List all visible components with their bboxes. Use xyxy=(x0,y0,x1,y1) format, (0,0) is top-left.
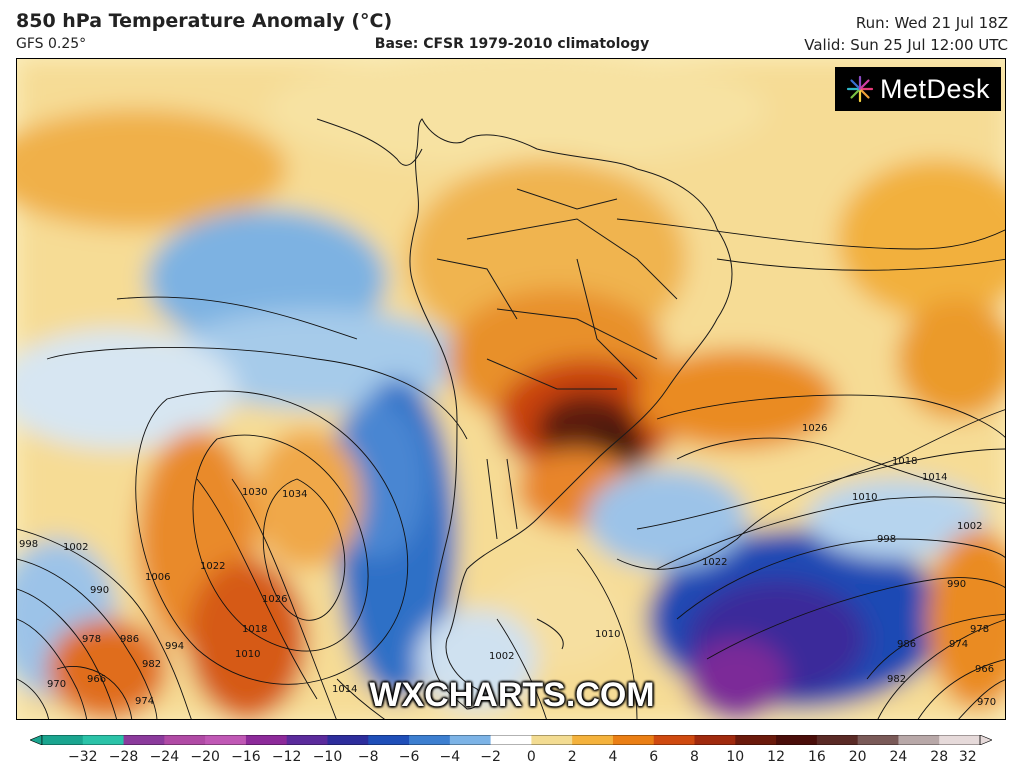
isobar-lines xyxy=(17,218,1005,719)
colorbar-tick-label: 32 xyxy=(958,749,977,765)
isobar-label: 1030 xyxy=(242,487,268,498)
isobar-label: 974 xyxy=(135,696,155,707)
colorbar-tick-label: −16 xyxy=(231,749,261,765)
isobar-label: 970 xyxy=(47,679,67,690)
colorbar-outline xyxy=(41,735,981,745)
colorbar-tick-label: −12 xyxy=(271,749,302,765)
colorbar-tick-label: −10 xyxy=(312,749,343,765)
isobar-label: 990 xyxy=(90,585,110,596)
isobar-label: 998 xyxy=(877,534,897,545)
colorbar-tick-label: 20 xyxy=(848,749,867,765)
colorbar-tick-label: 16 xyxy=(807,749,826,765)
watermark: WXCHARTS.COM xyxy=(369,676,655,714)
colorbar-segment xyxy=(816,735,859,745)
colorbar-segment xyxy=(531,735,573,745)
isobar-label: 1018 xyxy=(242,624,268,635)
isobar-label: 982 xyxy=(887,674,907,685)
isobar-label: 1010 xyxy=(235,649,261,660)
map-title: 850 hPa Temperature Anomaly (°C) xyxy=(16,10,393,32)
isobar-label: 1026 xyxy=(262,594,288,605)
isobar-label: 1014 xyxy=(922,472,948,483)
colorbar-segment xyxy=(612,735,655,745)
isobar-label: 986 xyxy=(120,634,140,645)
isobar-label: 1002 xyxy=(957,521,983,532)
colorbar-segment xyxy=(449,735,492,745)
colorbar-tick-label: 0 xyxy=(526,749,536,765)
colorbar-tick-label: 4 xyxy=(608,749,618,765)
isobar-label: 1014 xyxy=(332,684,358,695)
isobar-label: 1002 xyxy=(489,651,515,662)
isobar-label: 986 xyxy=(897,639,917,650)
isobar-label: 1026 xyxy=(802,423,828,434)
colorbar-segment xyxy=(409,735,451,745)
colorbar-tick-label: −2 xyxy=(480,749,501,765)
colorbar-segment xyxy=(123,735,165,745)
colorbar-segment xyxy=(776,735,818,745)
base-climatology-label: Base: CFSR 1979-2010 climatology xyxy=(374,36,650,52)
colorbar-tick-label: −8 xyxy=(357,749,379,765)
colorbar-tick-label: −24 xyxy=(149,749,180,765)
anomaly-field xyxy=(17,59,1005,719)
isobar-label: 1034 xyxy=(282,489,308,500)
isobar-label: 994 xyxy=(165,641,185,652)
colorbar-segment xyxy=(898,735,940,745)
isobar-label: 970 xyxy=(977,697,997,708)
isobar-label: 998 xyxy=(19,539,39,550)
logo-text: MetDesk xyxy=(879,73,991,104)
colorbar-segment xyxy=(939,735,981,745)
colorbar-tick-label: −6 xyxy=(398,749,420,765)
colorbar-segment xyxy=(164,735,206,745)
colorbar-segment xyxy=(82,735,125,745)
isobar-label: 978 xyxy=(82,634,102,645)
colorbar-tick-label: −20 xyxy=(190,749,220,765)
colorbar-segment xyxy=(286,735,328,745)
colorbar-tick-label: −28 xyxy=(108,749,139,765)
isobar-label: 990 xyxy=(947,579,967,590)
colorbar-tick-label: 24 xyxy=(889,749,908,765)
colorbar-segment xyxy=(327,735,369,745)
isobar-label: 1022 xyxy=(702,557,728,568)
colorbar-tick-label: 2 xyxy=(567,749,577,765)
isobar-label: 1002 xyxy=(63,542,89,553)
starburst-logo-icon xyxy=(846,75,874,103)
run-time-label: Run: Wed 21 Jul 18Z xyxy=(855,14,1008,32)
colorbar-max-arrow xyxy=(979,735,992,745)
map-canvas xyxy=(17,59,1005,719)
temperature-anomaly-map: 1026 1018 1014 1010 1002 998 990 978 966… xyxy=(16,58,1006,720)
colorbar xyxy=(30,735,992,745)
isobar-label: 1010 xyxy=(595,629,621,640)
colorbar-tick-label: −4 xyxy=(439,749,461,765)
isobar-label: 982 xyxy=(142,659,162,670)
colorbar-tick-label: 8 xyxy=(690,749,699,765)
colorbar-segment xyxy=(694,735,736,745)
colorbar-ticks: −32 −28 −24 −20 −16 −12 −10 −8 −6 −4 −2 0 2 4 6 8 10 12 16… xyxy=(30,749,992,769)
colorbar-segment xyxy=(245,735,288,745)
valid-time-label: Valid: Sun 25 Jul 12:00 UTC xyxy=(804,36,1008,54)
colorbar-segment xyxy=(490,735,532,745)
isobar-label: 1018 xyxy=(892,456,918,467)
colorbar-segment xyxy=(42,735,84,745)
colorbar-tick-label: 28 xyxy=(930,749,949,765)
colorbar-segment xyxy=(205,735,247,745)
isobar-label: 1010 xyxy=(852,492,878,503)
colorbar-segment xyxy=(857,735,899,745)
colorbar-tick-label: −32 xyxy=(68,749,98,765)
colorbar-tick-label: 12 xyxy=(767,749,785,765)
metdesk-logo: MetDesk xyxy=(835,67,1001,111)
colorbar-segment xyxy=(653,735,696,745)
isobar-label: 1022 xyxy=(200,561,226,572)
coastlines xyxy=(316,118,733,710)
colorbar-min-arrow xyxy=(30,735,43,745)
isobar-label: 966 xyxy=(87,674,107,685)
colorbar-tick-label: 6 xyxy=(649,749,659,765)
isobar-label: 966 xyxy=(975,664,995,675)
model-label: GFS 0.25° xyxy=(16,36,87,52)
isobar-label: 1006 xyxy=(145,572,171,583)
isobar-label: 978 xyxy=(970,624,990,635)
colorbar-tick-label: 10 xyxy=(726,749,745,765)
colorbar-segment xyxy=(368,735,410,745)
colorbar-segment xyxy=(572,735,614,745)
isobar-label: 974 xyxy=(949,639,969,650)
colorbar-segment xyxy=(735,735,777,745)
